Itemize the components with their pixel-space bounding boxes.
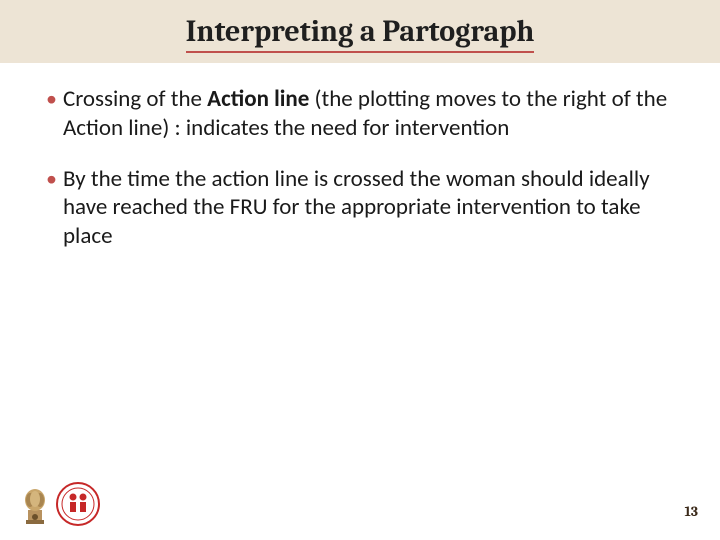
logo-group: [20, 482, 100, 526]
bullet-text-post: By the time the action line is crossed t…: [63, 165, 650, 251]
bullet-mark: •: [46, 165, 57, 251]
bullet-item: • By the time the action line is crossed…: [46, 165, 674, 251]
nhm-logo-icon: [56, 482, 100, 526]
page-number: 13: [684, 503, 698, 520]
content-area: • Crossing of the Action line (the plott…: [0, 63, 720, 251]
footer: 13: [0, 470, 720, 530]
bullet-mark: •: [46, 85, 57, 143]
slide-title: Interpreting a Partograph: [186, 14, 535, 53]
bullet-text-pre: Crossing of the: [63, 85, 207, 113]
bullet-item: • Crossing of the Action line (the plott…: [46, 85, 674, 143]
title-bar: Interpreting a Partograph: [0, 0, 720, 63]
bullet-text: Crossing of the Action line (the plottin…: [63, 85, 674, 143]
bullet-text-bold: Action line: [207, 85, 314, 113]
india-emblem-icon: [20, 482, 50, 526]
bullet-text: By the time the action line is crossed t…: [63, 165, 674, 251]
